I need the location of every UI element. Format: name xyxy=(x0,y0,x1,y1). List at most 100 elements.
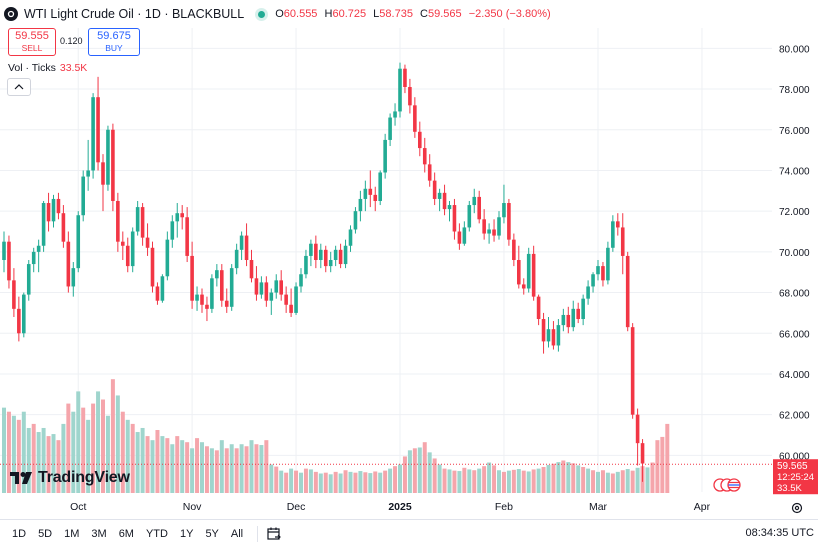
ohlc-values: O60.555 H60.725 L58.735 C59.565 −2.350 (… xyxy=(275,8,550,20)
volume-bar xyxy=(200,442,204,493)
volume-bar xyxy=(378,472,383,493)
high-label: H xyxy=(324,8,333,20)
toolbar-separator xyxy=(257,526,259,542)
price-change: −2.350 (−3.80%) xyxy=(468,8,551,20)
candle xyxy=(96,76,100,171)
candle xyxy=(541,312,546,354)
range-ytd-button[interactable]: YTD xyxy=(145,528,168,540)
candle xyxy=(289,288,293,317)
volume-bar xyxy=(91,403,96,493)
volume-bar xyxy=(289,468,294,493)
volume-bar xyxy=(61,423,66,493)
volume-bar xyxy=(313,471,318,493)
volume-bar xyxy=(363,472,368,493)
candle xyxy=(175,203,180,238)
candle xyxy=(254,266,259,301)
range-5d-button[interactable]: 5D xyxy=(38,528,53,540)
settings-gear-icon[interactable] xyxy=(790,501,804,520)
volume-bar xyxy=(605,472,610,493)
volume-bar xyxy=(506,470,511,493)
candle xyxy=(596,260,600,281)
candle xyxy=(66,231,71,293)
candle xyxy=(625,251,630,332)
symbol-title[interactable]: WTI Light Crude Oil · 1D · BLACKBULL xyxy=(24,7,245,21)
open-label: O xyxy=(275,8,284,20)
range-all-button[interactable]: All xyxy=(230,528,244,540)
candle xyxy=(363,180,368,212)
volume-bar xyxy=(625,469,630,493)
range-1d-button[interactable]: 1D xyxy=(12,528,27,540)
candle xyxy=(630,323,635,419)
range-5y-button[interactable]: 5Y xyxy=(205,528,219,540)
volume-bar xyxy=(472,470,477,493)
close-value: 59.565 xyxy=(427,8,462,20)
volume-bar xyxy=(521,470,526,493)
candle xyxy=(353,207,358,234)
candle xyxy=(408,78,412,114)
candle xyxy=(264,276,269,307)
candle xyxy=(640,439,645,482)
candle xyxy=(284,286,288,313)
volume-bar xyxy=(234,448,239,493)
volume-bar xyxy=(135,432,140,493)
volume-bar xyxy=(86,419,91,493)
volume-bar xyxy=(170,444,175,493)
range-6m-button[interactable]: 6M xyxy=(118,528,134,540)
candle xyxy=(611,215,615,252)
candle xyxy=(269,288,274,315)
volume-bar xyxy=(224,448,229,493)
x-tick-label: Nov xyxy=(183,501,202,513)
volume-bar xyxy=(105,415,110,493)
volume-bar xyxy=(31,423,36,493)
candle xyxy=(507,198,511,246)
range-1m-button[interactable]: 1M xyxy=(64,528,80,540)
range-1y-button[interactable]: 1Y xyxy=(179,528,194,540)
candle xyxy=(116,192,120,252)
volume-bar xyxy=(41,427,46,493)
volume-bar xyxy=(284,472,289,493)
last-price-badge[interactable] xyxy=(773,459,818,495)
candle xyxy=(442,184,447,216)
candle xyxy=(418,121,422,157)
volume-bar xyxy=(393,466,398,493)
volume-bar xyxy=(586,468,591,493)
tradingview-logo[interactable]: TradingView xyxy=(10,469,130,487)
last-volume-label: 33.5K xyxy=(777,483,802,494)
sell-button[interactable]: 59.555 SELL xyxy=(8,28,56,56)
volume-bar xyxy=(368,473,373,493)
go-to-date-calendar-icon[interactable] xyxy=(266,526,282,542)
volume-bar xyxy=(620,470,625,493)
volume-bar xyxy=(2,407,6,493)
volume-bar xyxy=(536,468,541,493)
volume-legend-value: 33.5K xyxy=(59,62,88,74)
volume-bar xyxy=(254,444,259,493)
volume-bar xyxy=(180,440,185,493)
candle xyxy=(606,241,610,285)
collapse-legend-button[interactable] xyxy=(7,78,31,96)
utc-clock[interactable]: 08:34:35 UTC xyxy=(745,527,814,539)
volume-bar xyxy=(115,395,120,493)
candle xyxy=(413,97,417,138)
candle xyxy=(314,235,318,269)
buy-button[interactable]: 59.675 BUY xyxy=(88,28,140,56)
candle xyxy=(304,249,308,279)
volume-legend[interactable]: Vol · Ticks 33.5K xyxy=(8,62,87,74)
candle xyxy=(244,223,249,267)
high-value: 60.725 xyxy=(332,8,367,20)
economic-events-icon[interactable] xyxy=(713,478,741,492)
volume-bar xyxy=(482,466,487,493)
candle xyxy=(185,207,189,263)
market-open-indicator-icon xyxy=(258,10,266,18)
candle xyxy=(531,245,536,301)
candle xyxy=(190,241,194,309)
volume-bar xyxy=(11,415,16,493)
spread-value: 0.120 xyxy=(60,36,83,46)
range-3m-button[interactable]: 3M xyxy=(91,528,107,540)
y-tick-label: 74.000 xyxy=(779,166,810,177)
candle xyxy=(333,245,338,267)
volume-bar xyxy=(155,430,160,493)
candle xyxy=(487,223,491,244)
candle xyxy=(373,186,378,212)
